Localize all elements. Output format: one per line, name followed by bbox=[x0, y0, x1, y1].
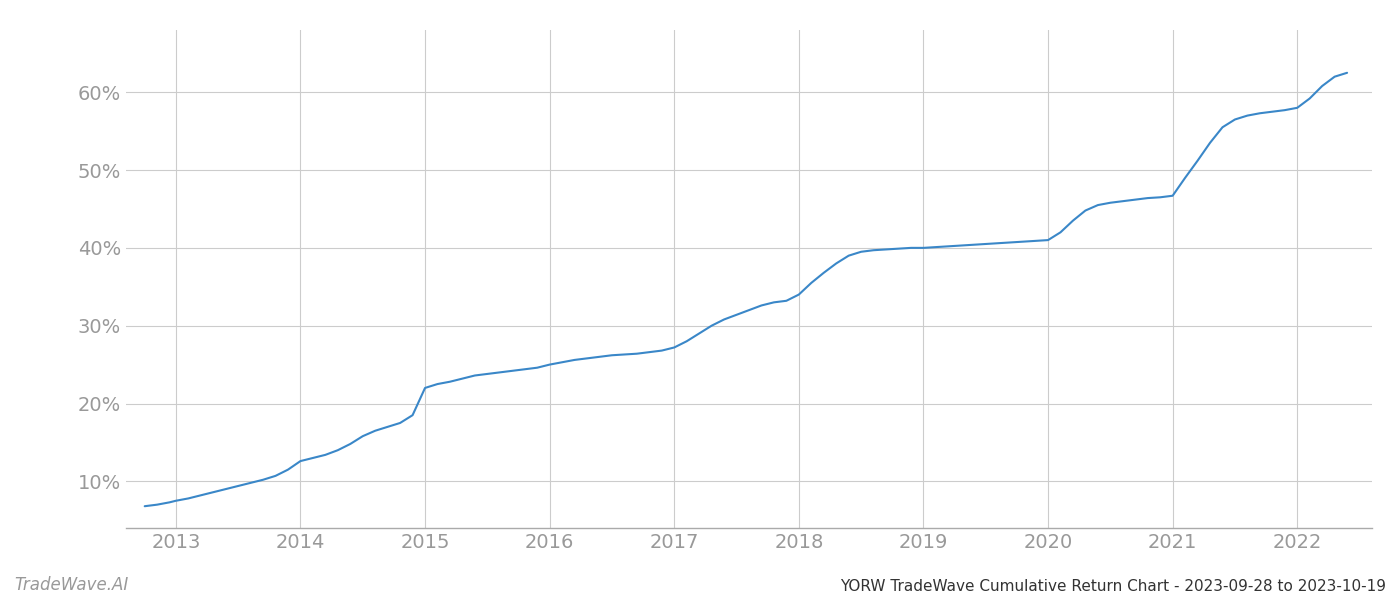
Text: YORW TradeWave Cumulative Return Chart - 2023-09-28 to 2023-10-19: YORW TradeWave Cumulative Return Chart -… bbox=[840, 579, 1386, 594]
Text: TradeWave.AI: TradeWave.AI bbox=[14, 576, 129, 594]
